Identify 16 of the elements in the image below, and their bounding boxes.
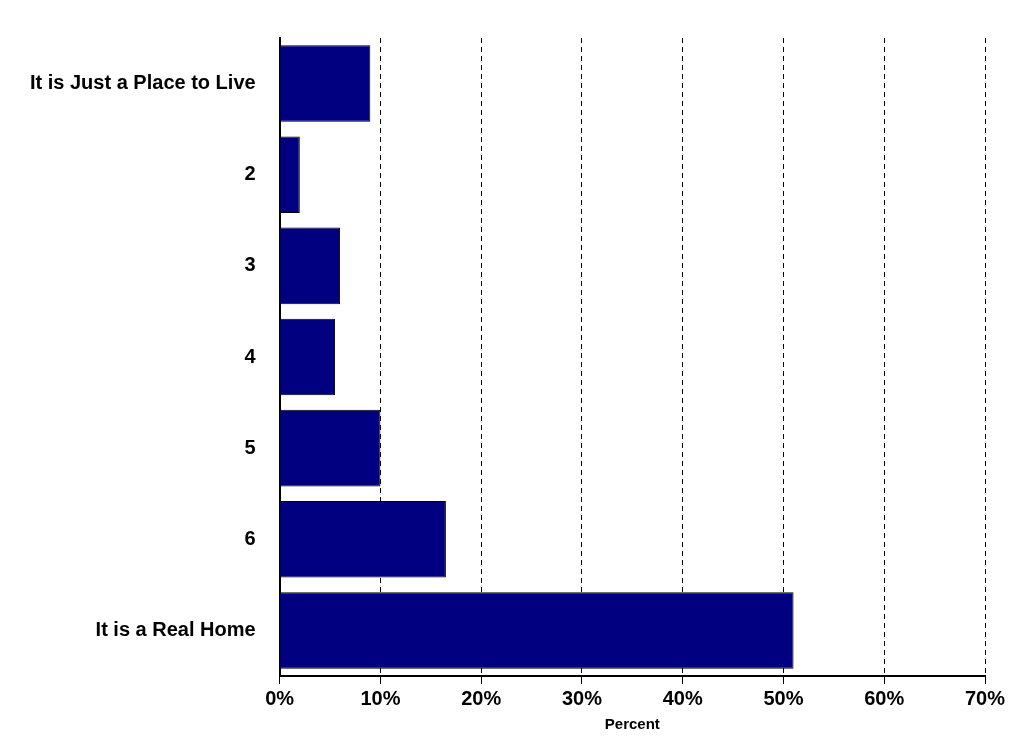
y-tick-label: 5 — [244, 435, 256, 458]
y-tick-label: 6 — [244, 526, 256, 549]
x-tick-label: 10% — [360, 686, 401, 709]
x-tick-label: 30% — [561, 686, 603, 709]
x-axis-title: Percent — [604, 715, 660, 733]
x-tick-label: 60% — [864, 686, 905, 709]
y-tick-label: 3 — [244, 253, 256, 276]
x-tick-label: 50% — [763, 686, 804, 709]
x-tick-label: 40% — [662, 686, 703, 709]
y-tick-label: 2 — [244, 162, 256, 185]
y-tick-label: 4 — [244, 344, 257, 367]
x-tick-label: 20% — [461, 686, 502, 709]
y-tick-label: It is a Real Home — [95, 617, 256, 640]
x-tick-label: 70% — [964, 686, 1006, 709]
y-tick-label: It is Just a Place to Live — [29, 71, 256, 94]
x-tick-label: 0% — [265, 686, 295, 709]
